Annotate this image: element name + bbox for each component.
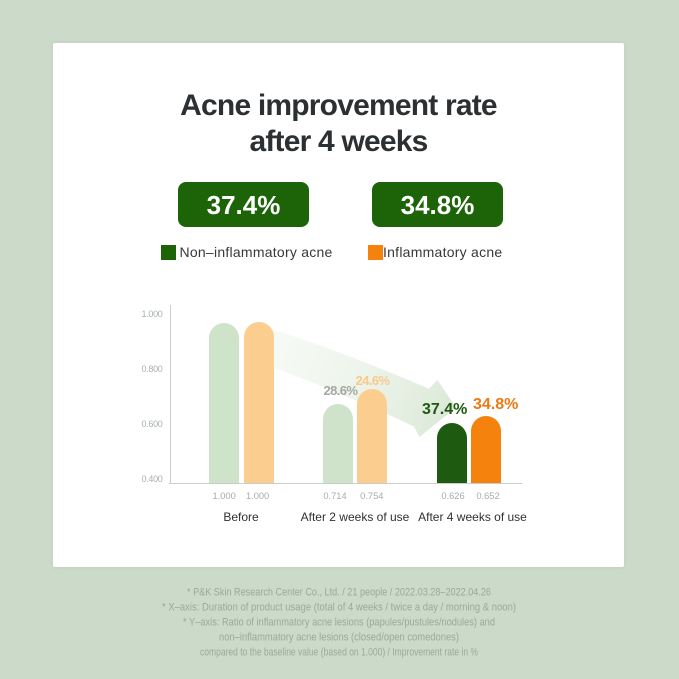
svg-text:non–inflammatory acne lesions: non–inflammatory acne lesions (closed/op… <box>219 632 459 644</box>
svg-text:* P&K Skin Research Center Co.: * P&K Skin Research Center Co., Ltd. / 2… <box>187 587 491 599</box>
svg-text:* Y–axis: Ratio of inflammator: * Y–axis: Ratio of inflammatory acne les… <box>183 617 495 629</box>
svg-text:compared to the baseline value: compared to the baseline value (based on… <box>200 647 478 659</box>
svg-text:* X–axis: Duration of product: * X–axis: Duration of product usage (tot… <box>162 602 516 614</box>
